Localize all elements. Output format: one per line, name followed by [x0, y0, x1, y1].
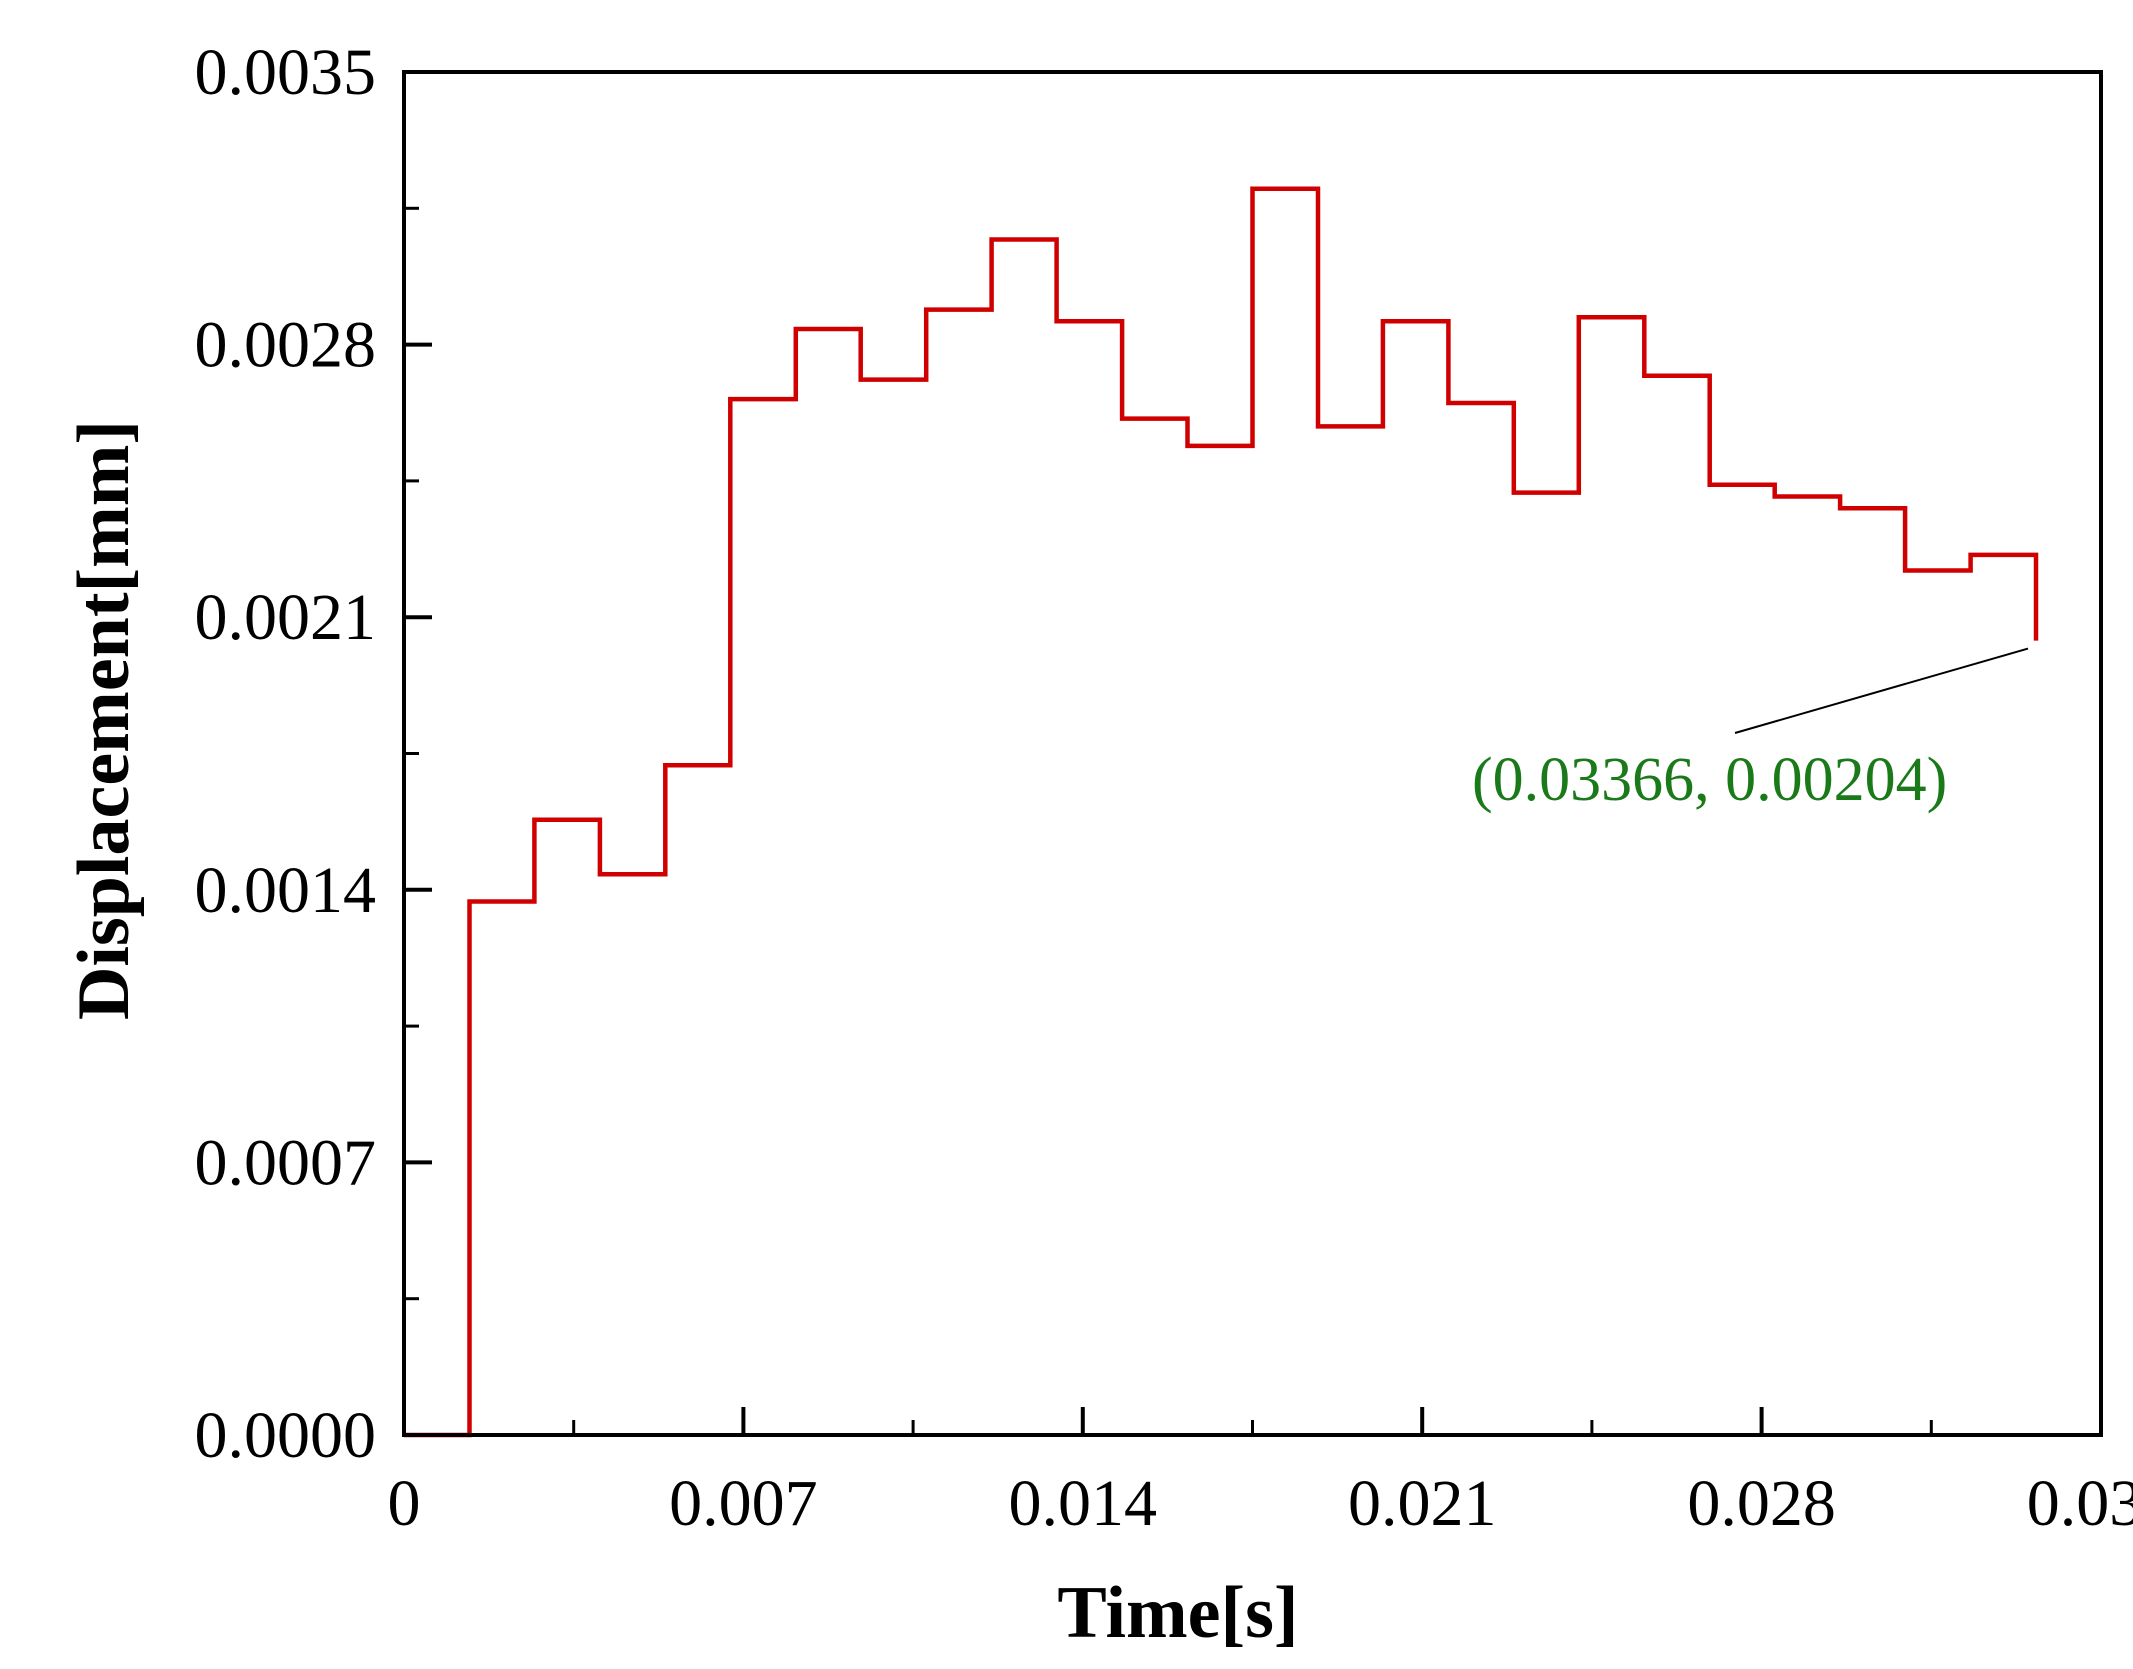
y-tick-label: 0.0028 — [195, 309, 377, 382]
axes-layer: Time[s] Displacement[mm] 0 0.007 0.014 0.02… — [63, 36, 2133, 1654]
y-tick-label: 0.0021 — [195, 581, 377, 654]
annotation-label: (0.03366, 0.00204) — [1472, 746, 1947, 814]
x-tick-label: 0.035 — [2027, 1467, 2133, 1540]
y-tick-label: 0.0000 — [195, 1399, 377, 1472]
y-tick-label: 0.0035 — [195, 36, 377, 109]
y-axis-title: Displacement[mm] — [63, 420, 145, 1020]
x-tick-label: 0.021 — [1348, 1467, 1497, 1540]
plot-layer — [404, 186, 2039, 1438]
x-axis-title: Time[s] — [1057, 1572, 1298, 1654]
annotation-leader-line — [1734, 647, 2029, 734]
y-tick-label: 0.0014 — [195, 854, 377, 927]
x-tick-label: 0.014 — [1009, 1467, 1158, 1540]
x-tick-label: 0 — [388, 1467, 421, 1540]
y-tick-label: 0.0007 — [195, 1126, 377, 1199]
x-tick-label: 0.007 — [669, 1467, 818, 1540]
x-tick-label: 0.028 — [1687, 1467, 1836, 1540]
series-line — [404, 186, 2039, 1438]
